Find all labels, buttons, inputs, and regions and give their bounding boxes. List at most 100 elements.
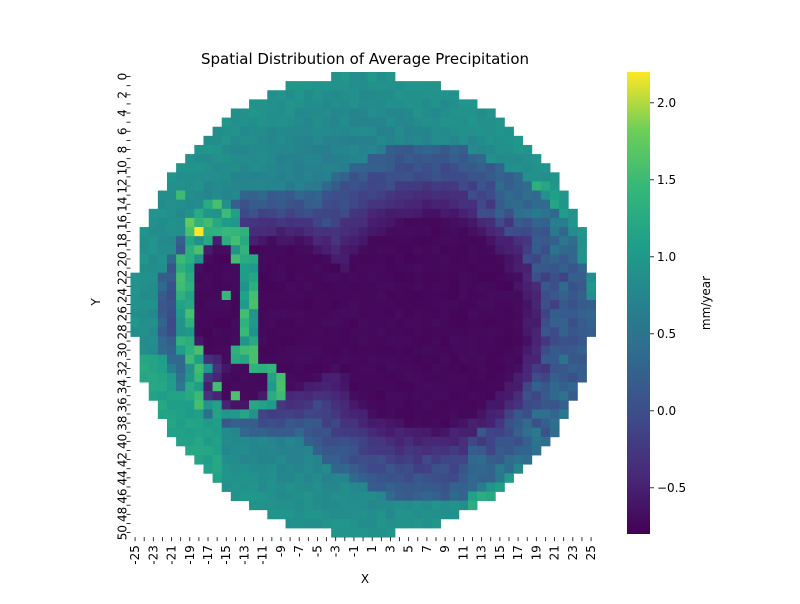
- heatmap-cell: [477, 491, 487, 502]
- heatmap-cell: [322, 181, 332, 191]
- heatmap-cell: [267, 500, 277, 511]
- heatmap-cell: [413, 227, 423, 237]
- heatmap-cell: [413, 336, 423, 346]
- heatmap-cell: [531, 190, 542, 201]
- heatmap-cell: [239, 336, 250, 346]
- heatmap-cell: [385, 72, 396, 82]
- heatmap-cell: [531, 336, 542, 346]
- heatmap-cell: [331, 418, 341, 429]
- heatmap-cell: [422, 117, 432, 128]
- heatmap-cell: [276, 254, 286, 264]
- heatmap-cell: [568, 208, 578, 219]
- heatmap-cell: [331, 528, 341, 538]
- heatmap-cell: [413, 217, 423, 228]
- heatmap-cell: [349, 345, 359, 356]
- heatmap-cell: [422, 190, 432, 201]
- heatmap-cell: [267, 227, 277, 237]
- heatmap-cell: [230, 336, 241, 346]
- heatmap-cell: [340, 318, 350, 328]
- heatmap-cell: [230, 300, 241, 310]
- heatmap-cell: [267, 309, 277, 319]
- heatmap-cell: [367, 509, 378, 520]
- heatmap-cell: [130, 327, 141, 337]
- heatmap-cell: [495, 318, 505, 328]
- heatmap-cell: [568, 263, 578, 274]
- heatmap-cell: [376, 318, 387, 328]
- heatmap-cell: [458, 281, 469, 292]
- heatmap-cell: [230, 245, 241, 255]
- heatmap-cell: [148, 309, 159, 319]
- heatmap-cell: [404, 336, 414, 346]
- heatmap-cell: [422, 400, 432, 410]
- heatmap-cell: [203, 455, 213, 465]
- heatmap-cell: [312, 135, 323, 146]
- heatmap-cell: [285, 281, 296, 292]
- heatmap-cell: [385, 81, 396, 91]
- heatmap-cell: [349, 108, 359, 118]
- heatmap-cell: [540, 336, 551, 346]
- heatmap-cell: [522, 391, 533, 401]
- heatmap-cell: [294, 509, 305, 520]
- heatmap-cell: [458, 318, 469, 328]
- heatmap-cell: [477, 327, 487, 337]
- heatmap-cell: [586, 318, 597, 328]
- heatmap-cell: [322, 473, 332, 483]
- heatmap-cell: [550, 363, 560, 374]
- heatmap-cell: [504, 154, 514, 164]
- heatmap-cell: [340, 418, 350, 429]
- heatmap-cell: [422, 181, 432, 191]
- heatmap-cell: [413, 455, 423, 465]
- heatmap-cell: [267, 126, 277, 137]
- heatmap-cell: [221, 382, 232, 392]
- heatmap-cell: [157, 281, 168, 292]
- heatmap-cell: [285, 135, 296, 146]
- heatmap-cell: [267, 254, 277, 264]
- heatmap-cell: [176, 409, 186, 419]
- heatmap-cell: [203, 354, 213, 365]
- heatmap-cell: [413, 309, 423, 319]
- heatmap-cell: [449, 382, 460, 392]
- heatmap-cell: [449, 126, 460, 137]
- heatmap-cell: [559, 391, 569, 401]
- heatmap-cell: [303, 199, 314, 210]
- heatmap-cell: [230, 436, 241, 447]
- heatmap-cell: [194, 427, 204, 438]
- heatmap-cell: [185, 154, 195, 164]
- y-tick-label: 22: [116, 270, 130, 285]
- heatmap-cell: [531, 354, 542, 365]
- heatmap-cell: [577, 227, 587, 237]
- heatmap-cell: [394, 272, 405, 283]
- heatmap-cell: [413, 290, 423, 301]
- heatmap-cell: [194, 154, 204, 164]
- heatmap-cell: [294, 372, 305, 383]
- heatmap-cell: [349, 81, 359, 91]
- heatmap-cell: [139, 345, 150, 356]
- heatmap-cell: [230, 144, 241, 155]
- heatmap-cell: [404, 190, 414, 201]
- heatmap-cell: [440, 445, 451, 456]
- heatmap-cell: [486, 144, 496, 155]
- heatmap-cell: [349, 154, 359, 164]
- heatmap-cell: [249, 163, 259, 173]
- heatmap-cell: [358, 135, 369, 146]
- heatmap-cell: [285, 418, 296, 429]
- heatmap-cell: [249, 427, 259, 438]
- heatmap-cell: [367, 254, 378, 264]
- heatmap-cell: [586, 272, 597, 283]
- heatmap-cell: [540, 354, 551, 365]
- x-tick-label: 17: [511, 545, 525, 560]
- heatmap-cell: [449, 500, 460, 511]
- heatmap-cell: [212, 208, 223, 219]
- heatmap-cell: [331, 81, 341, 91]
- heatmap-cell: [258, 336, 268, 346]
- heatmap-cell: [239, 473, 250, 483]
- heatmap-cell: [540, 236, 551, 246]
- heatmap-cell: [239, 236, 250, 246]
- heatmap-cell: [495, 144, 505, 155]
- heatmap-cell: [495, 354, 505, 365]
- heatmap-cell: [358, 327, 369, 337]
- heatmap-cell: [294, 445, 305, 456]
- heatmap-cell: [194, 263, 204, 274]
- heatmap-cell: [194, 418, 204, 429]
- heatmap-cell: [568, 391, 578, 401]
